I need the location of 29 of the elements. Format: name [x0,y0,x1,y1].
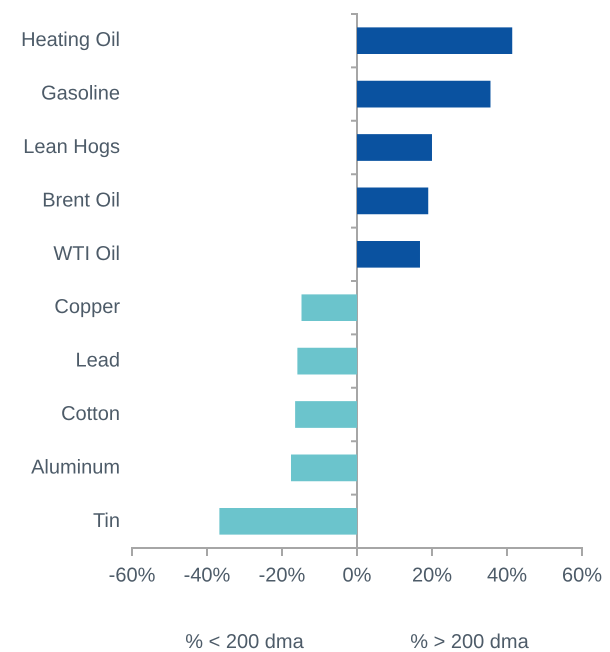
y-tick-label: Tin [92,510,120,532]
x-tick-label: 60% [562,564,602,587]
x-tick-label: -20% [258,564,306,587]
y-tick-label: Lean Hogs [23,136,120,158]
x-tick-label: 0% [342,564,372,587]
y-tick-label: Copper [54,296,120,318]
bar [356,188,428,214]
y-tick-label: Brent Oil [42,189,120,212]
x-tick-label: -40% [184,564,231,587]
x-tick-label: 40% [486,564,528,587]
y-tick-label: Heating Oil [21,29,120,52]
y-tick-label: WTI Oil [53,242,120,265]
bar [301,294,357,322]
bar [297,348,357,374]
text: % < 200 dma [185,631,305,652]
bar [356,240,420,268]
bar [290,454,357,482]
text: % > 200 dma [410,631,530,652]
y-tick-label: Cotton [61,403,120,426]
bar [356,134,432,161]
bar [295,401,357,428]
bar [356,80,490,108]
x-tick-label: 20% [412,564,452,587]
y-tick-label: Aluminum [31,456,120,478]
bar [356,27,512,54]
bar [219,508,357,535]
x-tick-label: -60% [108,564,156,587]
y-tick-label: Lead [76,350,120,372]
y-tick-label: Gasoline [41,82,120,105]
